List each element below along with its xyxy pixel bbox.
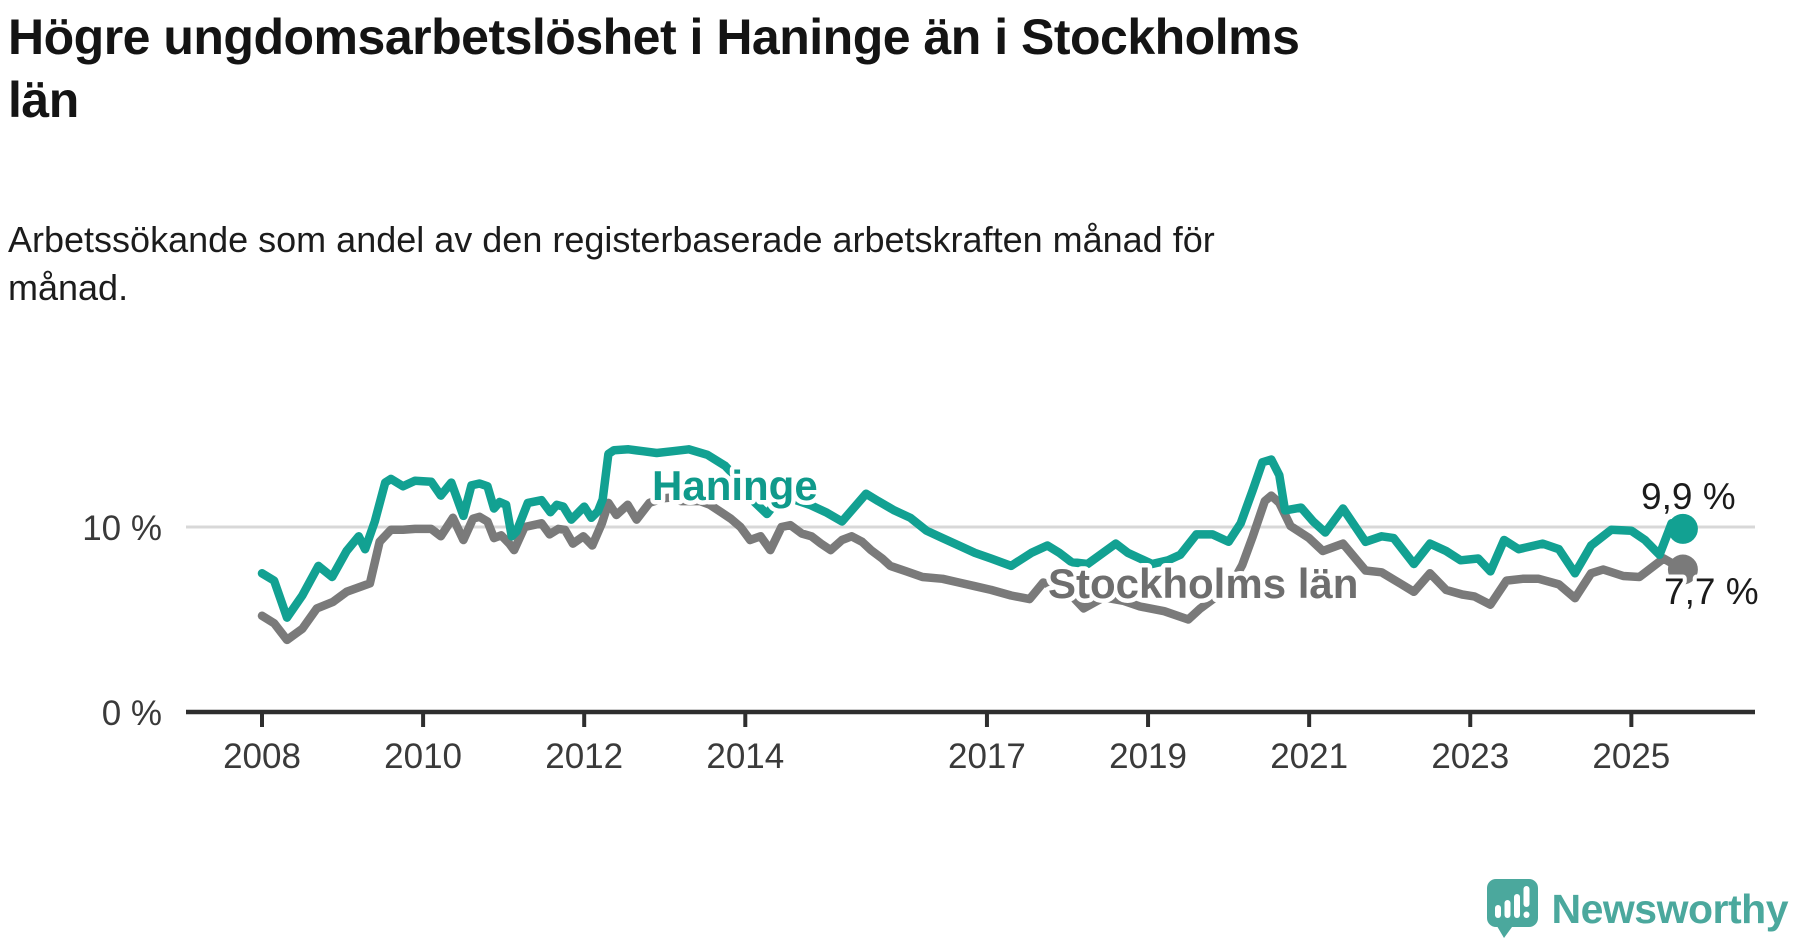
series-label-stockholm: Stockholms län [1048, 560, 1358, 607]
plot-layer [257, 445, 1698, 645]
series-line-haninge [257, 445, 1688, 622]
x-tick-label-2012: 2012 [545, 737, 623, 776]
newsworthy-wordmark: Newsworthy [1551, 885, 1789, 932]
x-tick-label-2010: 2010 [384, 737, 462, 776]
series-line-stockholms-l-n [257, 491, 1688, 645]
chart-title: Högre ungdomsarbetslöshet i Haninge än i… [8, 9, 1300, 128]
x-tick-label-2017: 2017 [948, 737, 1026, 776]
x-tick-label-2025: 2025 [1592, 737, 1670, 776]
header: Högre ungdomsarbetslöshet i Haninge än i… [8, 6, 1588, 311]
end-dot-stockholms-l-n [1667, 554, 1698, 585]
end-dot-haninge [1667, 513, 1698, 544]
axes-layer: 2008 2010 2012 2014 2017 2019 2021 2023 2025 [186, 525, 1755, 776]
x-tick-label-2019: 2019 [1109, 737, 1187, 776]
end-value-label-stockholm: 7,7 % [1664, 571, 1759, 612]
x-tick-label-2008: 2008 [223, 737, 301, 776]
x-tick-label-2021: 2021 [1270, 737, 1348, 776]
end-value-label-haninge: 9,9 % [1641, 476, 1736, 517]
newsworthy-icon [1486, 879, 1538, 938]
x-tick-label-2023: 2023 [1431, 737, 1509, 776]
x-tick-label-2014: 2014 [706, 737, 784, 776]
y-tick-label-0: 0 % [102, 694, 162, 733]
chart-subtitle: Arbetssökande som andel av den registerb… [8, 219, 1215, 308]
y-tick-label-10: 10 % [82, 509, 162, 548]
newsworthy-logo: Newsworthy [1485, 878, 1789, 940]
series-label-haninge: Haninge [652, 462, 818, 509]
